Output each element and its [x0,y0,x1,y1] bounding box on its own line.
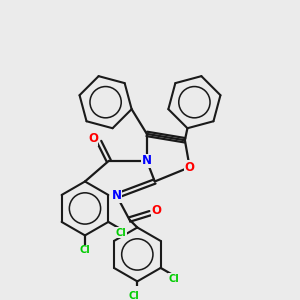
Text: N: N [142,154,152,167]
Text: O: O [184,161,195,174]
Text: Cl: Cl [116,227,127,238]
Text: Cl: Cl [129,291,140,300]
Text: O: O [151,203,161,217]
Text: O: O [88,132,98,145]
Text: Cl: Cl [168,274,179,284]
Text: Cl: Cl [80,245,90,255]
Text: N: N [112,189,122,202]
